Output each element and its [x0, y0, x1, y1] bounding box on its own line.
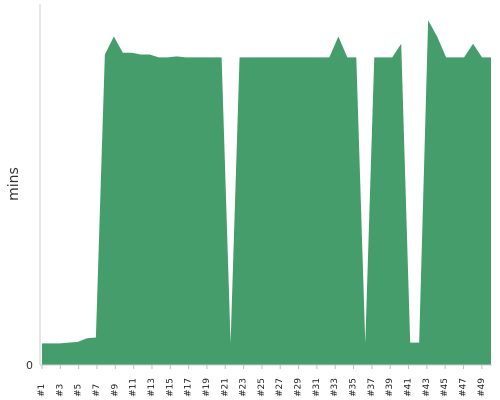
x-tick-label: #3 — [55, 384, 65, 397]
x-tick-label: #1 — [37, 384, 47, 397]
x-tick-label: #13 — [147, 378, 157, 397]
x-tick-label: #37 — [367, 378, 377, 397]
x-tick-label: #17 — [184, 378, 194, 397]
x-tick-label: #25 — [257, 378, 267, 397]
y-ticks: 0 — [26, 359, 33, 372]
x-tick-label: #27 — [275, 378, 285, 397]
y-axis-label: mins — [6, 167, 22, 201]
plot-area — [42, 20, 491, 365]
x-tick-label: #9 — [110, 383, 120, 397]
x-tick-label: #43 — [422, 378, 432, 397]
x-tick-label: #15 — [165, 378, 175, 397]
x-tick-label: #31 — [312, 378, 322, 397]
x-tick-label: #49 — [477, 378, 487, 397]
x-tick-label: #5 — [74, 384, 84, 397]
x-tick-label: #35 — [349, 378, 359, 397]
y-tick-label: 0 — [26, 359, 33, 372]
x-tick-label: #45 — [440, 378, 450, 397]
x-tick-label: #33 — [330, 378, 340, 397]
x-tick-label: #19 — [202, 378, 212, 397]
x-tick-label: #29 — [294, 378, 304, 397]
x-tick-label: #7 — [92, 384, 102, 397]
x-tick-label: #11 — [129, 378, 139, 397]
x-tick-label: #21 — [220, 378, 230, 397]
x-tick-label: #39 — [385, 378, 395, 397]
x-tick-label: #23 — [239, 378, 249, 397]
x-tick-label: #41 — [404, 378, 414, 397]
x-tick-label: #47 — [459, 378, 469, 397]
series-area — [42, 20, 491, 365]
x-ticks: #1 #3 #5 #7 #9 #11 #13 #15 #17 #19 #21 #23 #25 #27 #29… — [37, 365, 487, 397]
